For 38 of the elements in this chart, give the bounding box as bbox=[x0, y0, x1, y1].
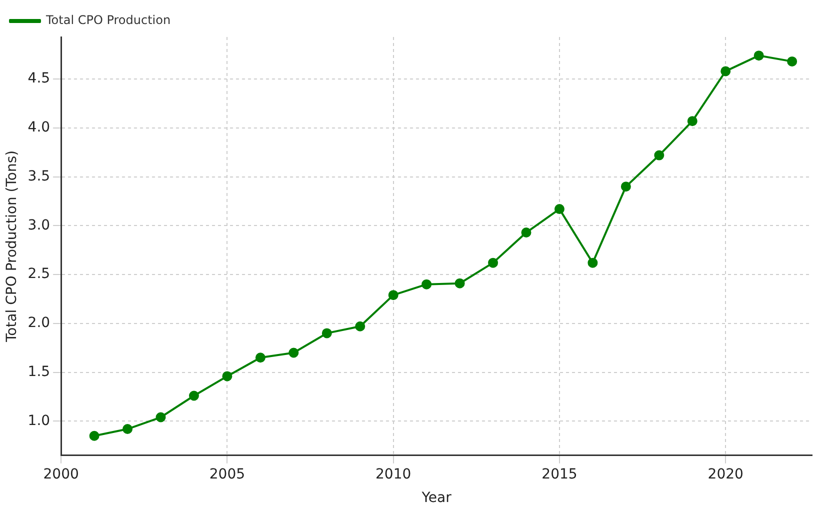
point bbox=[422, 279, 432, 290]
y-tick-label: 4.0 bbox=[28, 120, 50, 136]
point bbox=[156, 412, 166, 422]
point bbox=[488, 258, 498, 268]
point bbox=[322, 328, 332, 338]
y-axis-title: Total CPO Production (Tons) bbox=[4, 150, 20, 344]
x-axis-title: Year bbox=[420, 490, 452, 506]
point bbox=[388, 290, 398, 300]
y-tick-label: 2.5 bbox=[28, 266, 50, 282]
point bbox=[521, 228, 532, 238]
x-tick-label: 2015 bbox=[542, 466, 578, 482]
point bbox=[288, 348, 299, 358]
point bbox=[89, 430, 100, 441]
point bbox=[754, 50, 764, 61]
x-tick-label: 2000 bbox=[43, 466, 79, 482]
point bbox=[454, 278, 465, 288]
y-tick-label: 1.0 bbox=[28, 412, 50, 429]
y-tick-label: 4.5 bbox=[28, 70, 50, 87]
point bbox=[554, 204, 564, 214]
y-tick-label: 3.5 bbox=[28, 168, 50, 184]
x-tick-label: 2010 bbox=[376, 466, 412, 482]
x-tick-label: 2005 bbox=[209, 466, 246, 482]
point bbox=[255, 352, 266, 363]
y-tick-label: 3.0 bbox=[28, 217, 50, 234]
point bbox=[720, 66, 731, 76]
legend-label: Total CPO Production bbox=[45, 13, 171, 28]
point bbox=[588, 258, 598, 268]
point bbox=[620, 182, 631, 192]
point bbox=[687, 116, 698, 126]
x-tick-label: 2020 bbox=[708, 466, 744, 482]
point bbox=[188, 390, 199, 401]
y-tick-label: 1.5 bbox=[28, 364, 50, 380]
point bbox=[222, 371, 232, 382]
point bbox=[355, 321, 366, 332]
point bbox=[787, 56, 798, 66]
point bbox=[122, 424, 133, 434]
point bbox=[654, 150, 664, 160]
y-tick-label: 2.0 bbox=[28, 315, 50, 332]
